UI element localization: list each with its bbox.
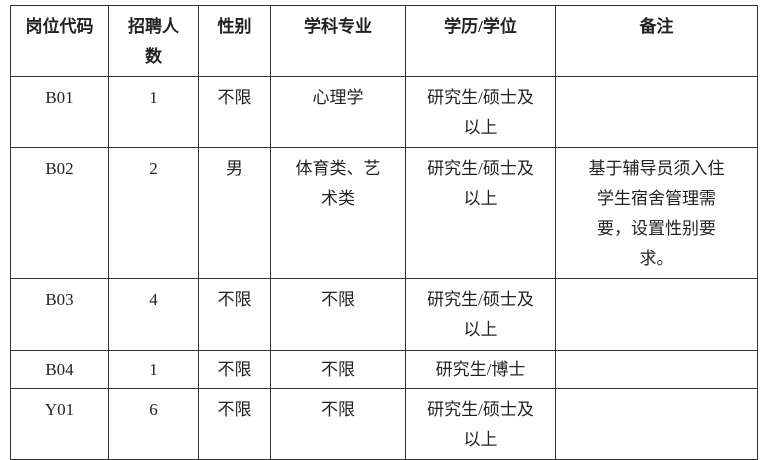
cell-text: B04 [45, 360, 74, 379]
table-cell: 2 [108, 147, 199, 279]
cell-text: 4 [149, 290, 158, 309]
cell-text: 男 [226, 159, 243, 178]
table-cell: 不限 [270, 278, 406, 351]
table-row: B02 2 男 体育类、艺术类 研究生/硕士及以上 基于辅导员须入住学生宿舍管理需要，设置… [10, 147, 758, 279]
cell-text: 研究生/硕士及以上 [427, 159, 534, 208]
cell-text: 研究生/硕士及以上 [427, 88, 534, 137]
table-cell: B04 [10, 350, 109, 389]
cell-text: 学科专业 [304, 17, 372, 36]
table-row: Y01 6 不限 不限 研究生/硕士及以上 [10, 388, 758, 460]
header-cell: 学历/学位 [405, 5, 556, 77]
recruitment-table: 岗位代码 招聘人数 性别 学科专业 学历/学位 备注 B01 1 不限 心理学 研究生/硕士及以上… [10, 5, 758, 460]
table-cell: Y01 [10, 388, 109, 460]
table-cell: 6 [108, 388, 199, 460]
cell-text: 心理学 [312, 88, 364, 107]
table-cell: 体育类、艺术类 [270, 147, 406, 279]
table-cell: 研究生/硕士及以上 [405, 147, 556, 279]
table-cell [555, 278, 758, 351]
cell-text: 研究生/硕士及以上 [427, 400, 534, 449]
table-row: B04 1 不限 不限 研究生/博士 [10, 350, 758, 389]
table-cell: 男 [198, 147, 271, 279]
table-row: B03 4 不限 不限 研究生/硕士及以上 [10, 278, 758, 351]
cell-text: 1 [149, 88, 158, 107]
page: 岗位代码 招聘人数 性别 学科专业 学历/学位 备注 B01 1 不限 心理学 研究生/硕士及以上… [10, 5, 758, 460]
table-cell: 1 [108, 76, 199, 148]
table-cell [555, 76, 758, 148]
table-cell: 不限 [270, 388, 406, 460]
cell-text: 不限 [217, 88, 252, 107]
table-cell: 4 [108, 278, 199, 351]
cell-text: 2 [149, 159, 158, 178]
cell-text: 不限 [217, 400, 252, 419]
cell-text: 基于辅导员须入住学生宿舍管理需要，设置性别要求。 [588, 159, 725, 268]
table-cell: 研究生/硕士及以上 [405, 76, 556, 148]
table-cell: 不限 [198, 388, 271, 460]
table-cell: 不限 [198, 278, 271, 351]
cell-text: 性别 [217, 17, 252, 36]
header-cell: 岗位代码 [10, 5, 109, 77]
cell-text: 不限 [217, 290, 252, 309]
cell-text: 不限 [321, 290, 355, 309]
table-cell: 研究生/博士 [405, 350, 556, 389]
header-cell: 招聘人数 [108, 5, 199, 77]
cell-text: 6 [149, 400, 158, 419]
cell-text: Y01 [44, 400, 75, 419]
cell-text: B02 [45, 159, 74, 178]
cell-text: 不限 [217, 360, 252, 379]
cell-text: B03 [45, 290, 74, 309]
table-row: B01 1 不限 心理学 研究生/硕士及以上 [10, 76, 758, 148]
cell-text: 不限 [321, 360, 355, 379]
header-row: 岗位代码 招聘人数 性别 学科专业 学历/学位 备注 [10, 5, 758, 77]
cell-text: B01 [45, 88, 74, 107]
cell-text: 备注 [639, 17, 674, 36]
cell-text: 研究生/硕士及以上 [427, 290, 534, 339]
cell-text: 不限 [321, 400, 355, 419]
table-cell [555, 350, 758, 389]
table-cell: 研究生/硕士及以上 [405, 388, 556, 460]
table-cell: 不限 [270, 350, 406, 389]
cell-text: 岗位代码 [25, 17, 94, 36]
cell-text: 体育类、艺术类 [295, 159, 381, 208]
table-cell: B02 [10, 147, 109, 279]
table-cell: B01 [10, 76, 109, 148]
header-cell: 性别 [198, 5, 271, 77]
cell-text: 学历/学位 [444, 17, 517, 36]
table-cell: 不限 [198, 350, 271, 389]
cell-text: 研究生/博士 [435, 360, 526, 379]
table-cell: 不限 [198, 76, 271, 148]
table-cell: 研究生/硕士及以上 [405, 278, 556, 351]
table-cell: 1 [108, 350, 199, 389]
cell-text: 1 [149, 360, 158, 379]
table-cell: 基于辅导员须入住学生宿舍管理需要，设置性别要求。 [555, 147, 758, 279]
header-cell: 备注 [555, 5, 758, 77]
table-body: B01 1 不限 心理学 研究生/硕士及以上 B02 2 男体育类、艺术类 研究生/硕士及以上基… [10, 76, 758, 460]
table-cell: B03 [10, 278, 109, 351]
table-cell [555, 388, 758, 460]
table-cell: 心理学 [270, 76, 406, 148]
header-cell: 学科专业 [270, 5, 406, 77]
cell-text: 招聘人数 [128, 17, 179, 66]
